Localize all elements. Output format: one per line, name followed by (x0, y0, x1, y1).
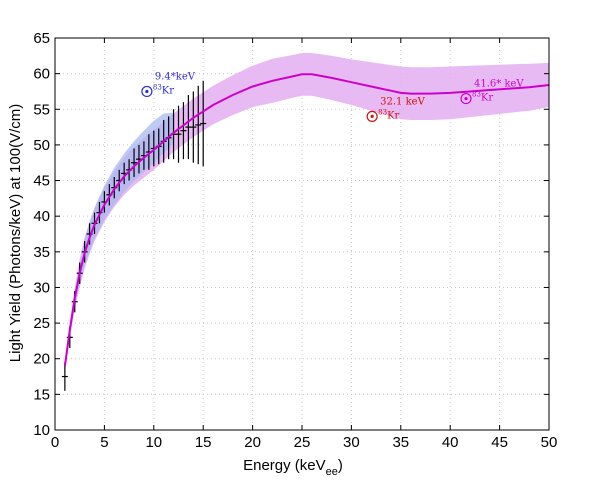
calibration-point-energy-label: 9.4*keV (155, 71, 196, 82)
x-tick-label: 35 (392, 434, 409, 451)
calibration-point-isotope-label: 83Kr (153, 83, 174, 96)
y-tick-label: 55 (33, 101, 50, 118)
x-tick-label: 5 (100, 434, 108, 451)
calibration-point-ring (366, 110, 378, 123)
y-tick-label: 15 (33, 386, 50, 403)
y-tick-label: 30 (33, 279, 50, 296)
x-tick-label: 15 (195, 434, 212, 451)
y-tick-label: 60 (33, 66, 50, 83)
x-tick-label: 20 (244, 434, 261, 451)
calibration-point-ring (141, 85, 153, 98)
x-tick-label: 40 (442, 434, 459, 451)
calibration-point-dot (145, 89, 149, 94)
y-tick-label: 25 (33, 315, 50, 332)
x-ticks: 0 5 10 15 20 25 30 35 40 45 50 (51, 38, 558, 451)
x-axis-label: Energy (keVee) (243, 457, 343, 478)
x-tick-label: 0 (51, 434, 59, 451)
calibration-point-dot (464, 96, 468, 101)
y-tick-label: 40 (33, 208, 50, 225)
model-lines (63, 73, 550, 367)
y-tick-label: 50 (33, 137, 50, 154)
y-tick-label: 20 (33, 351, 50, 368)
confidence-bands (64, 53, 550, 373)
x-tick-label: 30 (343, 434, 360, 451)
model_band_low-band (64, 112, 174, 370)
x-tick-label: 45 (491, 434, 508, 451)
y-tick-label: 10 (33, 422, 50, 439)
y-tick-label: 35 (33, 244, 50, 261)
x-tick-label: 50 (541, 434, 558, 451)
calibration-point-isotope-label: 83Kr (472, 91, 493, 104)
calibration-point-dot (370, 114, 374, 118)
model_line-band (64, 53, 550, 373)
y-axis-label: Light Yield (Photons/keV) at 100(V/cm) (7, 104, 24, 362)
model-line (63, 73, 550, 367)
y-tick-label: 65 (33, 30, 50, 47)
y-tick-label: 45 (33, 173, 50, 190)
calibration-point-isotope-label: 83Kr (378, 108, 399, 121)
calibration-point-ring (460, 92, 472, 105)
x-tick-label: 25 (294, 434, 311, 451)
x-tick-label: 10 (145, 434, 162, 451)
y-ticks: 10 15 20 25 30 35 40 45 50 55 60 65 (33, 30, 549, 439)
calibration-point-energy-label: 32.1 keV (380, 96, 425, 107)
calibration-point-energy-label: 41.6* keV (474, 79, 524, 90)
